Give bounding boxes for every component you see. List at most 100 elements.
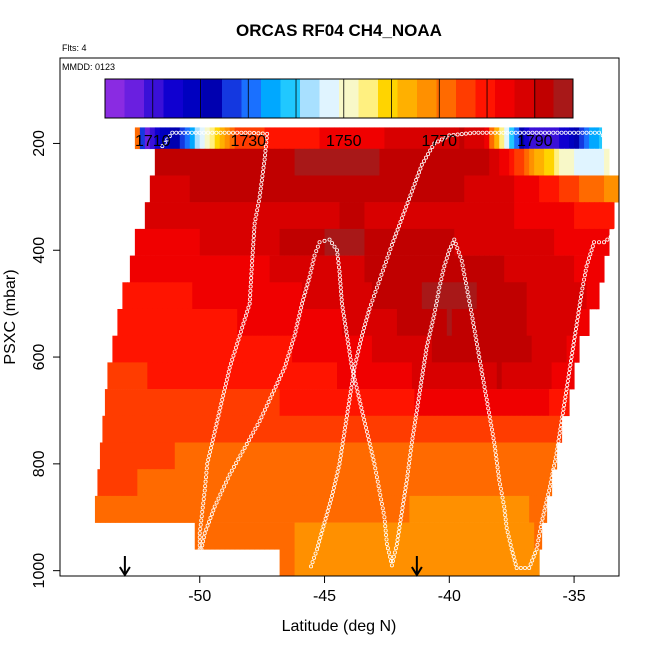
colorbar: 1710 1730 1750 1770 1790 [104, 78, 574, 150]
heatmap-cell [289, 228, 296, 256]
heatmap-cell [356, 308, 363, 336]
heatmap-cell [97, 469, 103, 497]
flight-track-point [426, 336, 431, 341]
heatmap-cell [122, 415, 128, 443]
heatmap-cell [464, 549, 470, 577]
flight-track-point [317, 539, 322, 544]
heatmap-cell [471, 362, 478, 390]
heatmap-cell [464, 522, 470, 550]
x-axis-tick-label: -50 [188, 588, 211, 605]
heatmap-cell [279, 495, 286, 523]
heatmap-cell [386, 362, 393, 390]
heatmap-cell [476, 469, 483, 497]
heatmap-cell [324, 127, 331, 150]
flight-track-point [428, 328, 433, 333]
heatmap-cell [137, 415, 143, 443]
flight-track-point [316, 543, 321, 548]
heatmap-cell [327, 308, 333, 336]
heatmap-cell [426, 362, 433, 390]
heatmap-cell [559, 228, 565, 256]
heatmap-cell [192, 308, 198, 336]
heatmap-cell [329, 522, 336, 550]
flight-track-point [324, 512, 329, 517]
heatmap-cell [529, 148, 535, 176]
heatmap-cell [179, 228, 186, 256]
heatmap-cell [526, 282, 533, 310]
heatmap-cell [302, 415, 308, 443]
heatmap-cell [424, 495, 430, 523]
heatmap-cell [489, 255, 495, 283]
flight-track-point [253, 217, 258, 222]
flight-track-point [165, 137, 170, 142]
heatmap-cell [484, 495, 490, 523]
colorbar-swatch [241, 79, 262, 118]
heatmap-cell [159, 175, 166, 203]
heatmap-cell [431, 469, 438, 497]
heatmap-cell [456, 282, 463, 310]
heatmap-cell [199, 202, 206, 230]
heatmap-cell [524, 148, 530, 176]
flight-track-point [260, 174, 265, 179]
flight-track-point [279, 373, 284, 378]
heatmap-cell [474, 228, 480, 256]
heatmap-cell [269, 148, 276, 176]
heatmap-cell [292, 308, 298, 336]
flight-track-point [364, 425, 369, 430]
flight-track-point [600, 133, 605, 138]
heatmap-cell [499, 495, 505, 523]
heatmap-cell [389, 495, 395, 523]
flight-track-point [542, 508, 547, 513]
heatmap-cell [581, 308, 588, 336]
heatmap-cell [217, 362, 223, 390]
heatmap-cell [366, 335, 373, 363]
heatmap-cell [476, 308, 483, 336]
heatmap-cell [364, 442, 370, 470]
colorbar-tick-label: 1750 [326, 133, 362, 150]
heatmap-cell [174, 442, 181, 470]
heatmap-cell [327, 282, 333, 310]
heatmap-cell [344, 255, 350, 283]
heatmap-cell [446, 469, 453, 497]
flight-track-point [509, 130, 514, 135]
heatmap-cell [534, 522, 540, 550]
flight-track-point [258, 190, 263, 195]
flight-track-point [305, 282, 310, 287]
heatmap-cell [409, 495, 415, 523]
heatmap-cell [274, 255, 281, 283]
flight-track-point [489, 427, 494, 432]
heatmap-cell [409, 442, 415, 470]
heatmap-cell [559, 389, 565, 417]
heatmap-cell [389, 202, 395, 230]
flight-track-point [201, 497, 206, 502]
flight-track-point [361, 329, 366, 334]
heatmap-cell [576, 308, 583, 336]
heatmap-cell [134, 389, 141, 417]
flight-track-point [225, 373, 230, 378]
heatmap-cell [379, 549, 385, 577]
heatmap-cell [317, 308, 323, 336]
heatmap-cell [434, 175, 440, 203]
heatmap-cell [179, 148, 186, 176]
heatmap-cell [379, 175, 385, 203]
heatmap-cell [184, 175, 191, 203]
heatmap-cell [282, 469, 288, 497]
flight-track-point [197, 543, 202, 548]
heatmap-cell [394, 127, 400, 150]
flight-track-point [465, 290, 470, 295]
flight-track-point [377, 277, 382, 282]
flight-track-point [318, 535, 323, 540]
heatmap-cell [506, 362, 513, 390]
heatmap-cell [152, 469, 158, 497]
heatmap-cell [244, 228, 251, 256]
heatmap-cell [242, 415, 248, 443]
heatmap-cell [519, 148, 525, 176]
heatmap-cell [539, 442, 545, 470]
heatmap-cell [406, 469, 413, 497]
heatmap-cell [244, 255, 251, 283]
heatmap-cell [469, 549, 475, 577]
flight-track-point [576, 130, 581, 135]
heatmap-cell [252, 335, 258, 363]
heatmap-cell [164, 175, 171, 203]
flight-track-point [561, 407, 566, 412]
flight-track-point [443, 260, 448, 265]
